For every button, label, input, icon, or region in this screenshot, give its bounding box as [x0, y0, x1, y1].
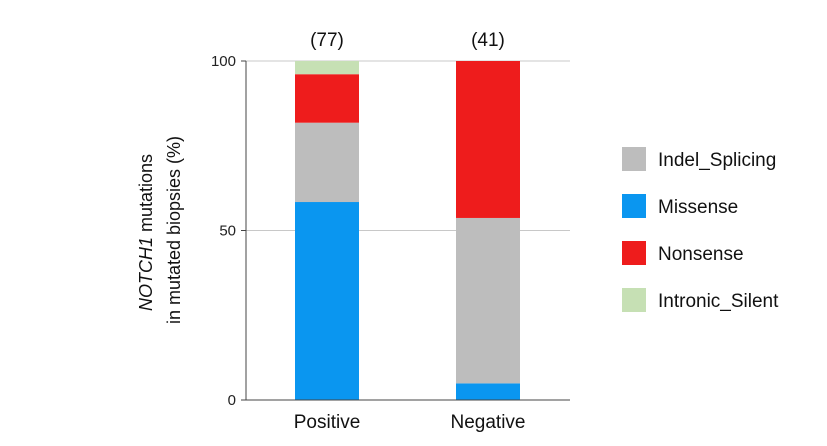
- bar-segment-negative-indel-splicing: [456, 217, 520, 384]
- y-axis-label-line2: in mutated biopsies (%): [164, 136, 184, 324]
- bar-segment-positive-intronic-silent: [295, 61, 359, 75]
- y-tick-label-0: 0: [228, 392, 236, 409]
- count-label-negative: (41): [471, 30, 505, 51]
- legend-label-nonsense: Nonsense: [658, 244, 744, 265]
- legend-label-intronic-silent: Intronic_Silent: [658, 291, 779, 312]
- count-label-positive: (77): [310, 30, 344, 51]
- legend: Indel_Splicing Missense Nonsense Intronic_S…: [622, 147, 779, 312]
- x-category-labels: Positive Negative: [294, 412, 526, 433]
- bar-segment-positive-indel-splicing: [295, 122, 359, 203]
- legend-swatch-intronic-silent: [622, 288, 646, 312]
- bar-segment-negative-missense: [456, 383, 520, 400]
- y-tick-labels: 0 50 100: [211, 53, 246, 409]
- bar-segment-positive-missense: [295, 202, 359, 400]
- bars: [295, 61, 520, 400]
- y-tick-label-50: 50: [219, 223, 236, 240]
- grid-lines: [246, 60, 570, 231]
- legend-label-indel-splicing: Indel_Splicing: [658, 150, 776, 171]
- legend-swatch-nonsense: [622, 241, 646, 265]
- bar-segment-positive-nonsense: [295, 74, 359, 123]
- y-axis-label: NOTCH1 mutations in mutated biopsies (%): [136, 136, 184, 324]
- x-label-negative: Negative: [451, 412, 526, 433]
- y-axis-label-line1: NOTCH1 mutations: [136, 154, 156, 311]
- legend-label-missense: Missense: [658, 197, 738, 218]
- y-tick-label-100: 100: [211, 53, 236, 70]
- y-axis-label-gene: NOTCH1: [136, 237, 156, 311]
- legend-swatch-indel-splicing: [622, 147, 646, 171]
- legend-swatch-missense: [622, 194, 646, 218]
- bar-count-labels: (77) (41): [310, 30, 505, 51]
- bar-segment-negative-nonsense: [456, 61, 520, 218]
- x-label-positive: Positive: [294, 412, 361, 433]
- y-axis-label-rest: mutations: [136, 154, 156, 237]
